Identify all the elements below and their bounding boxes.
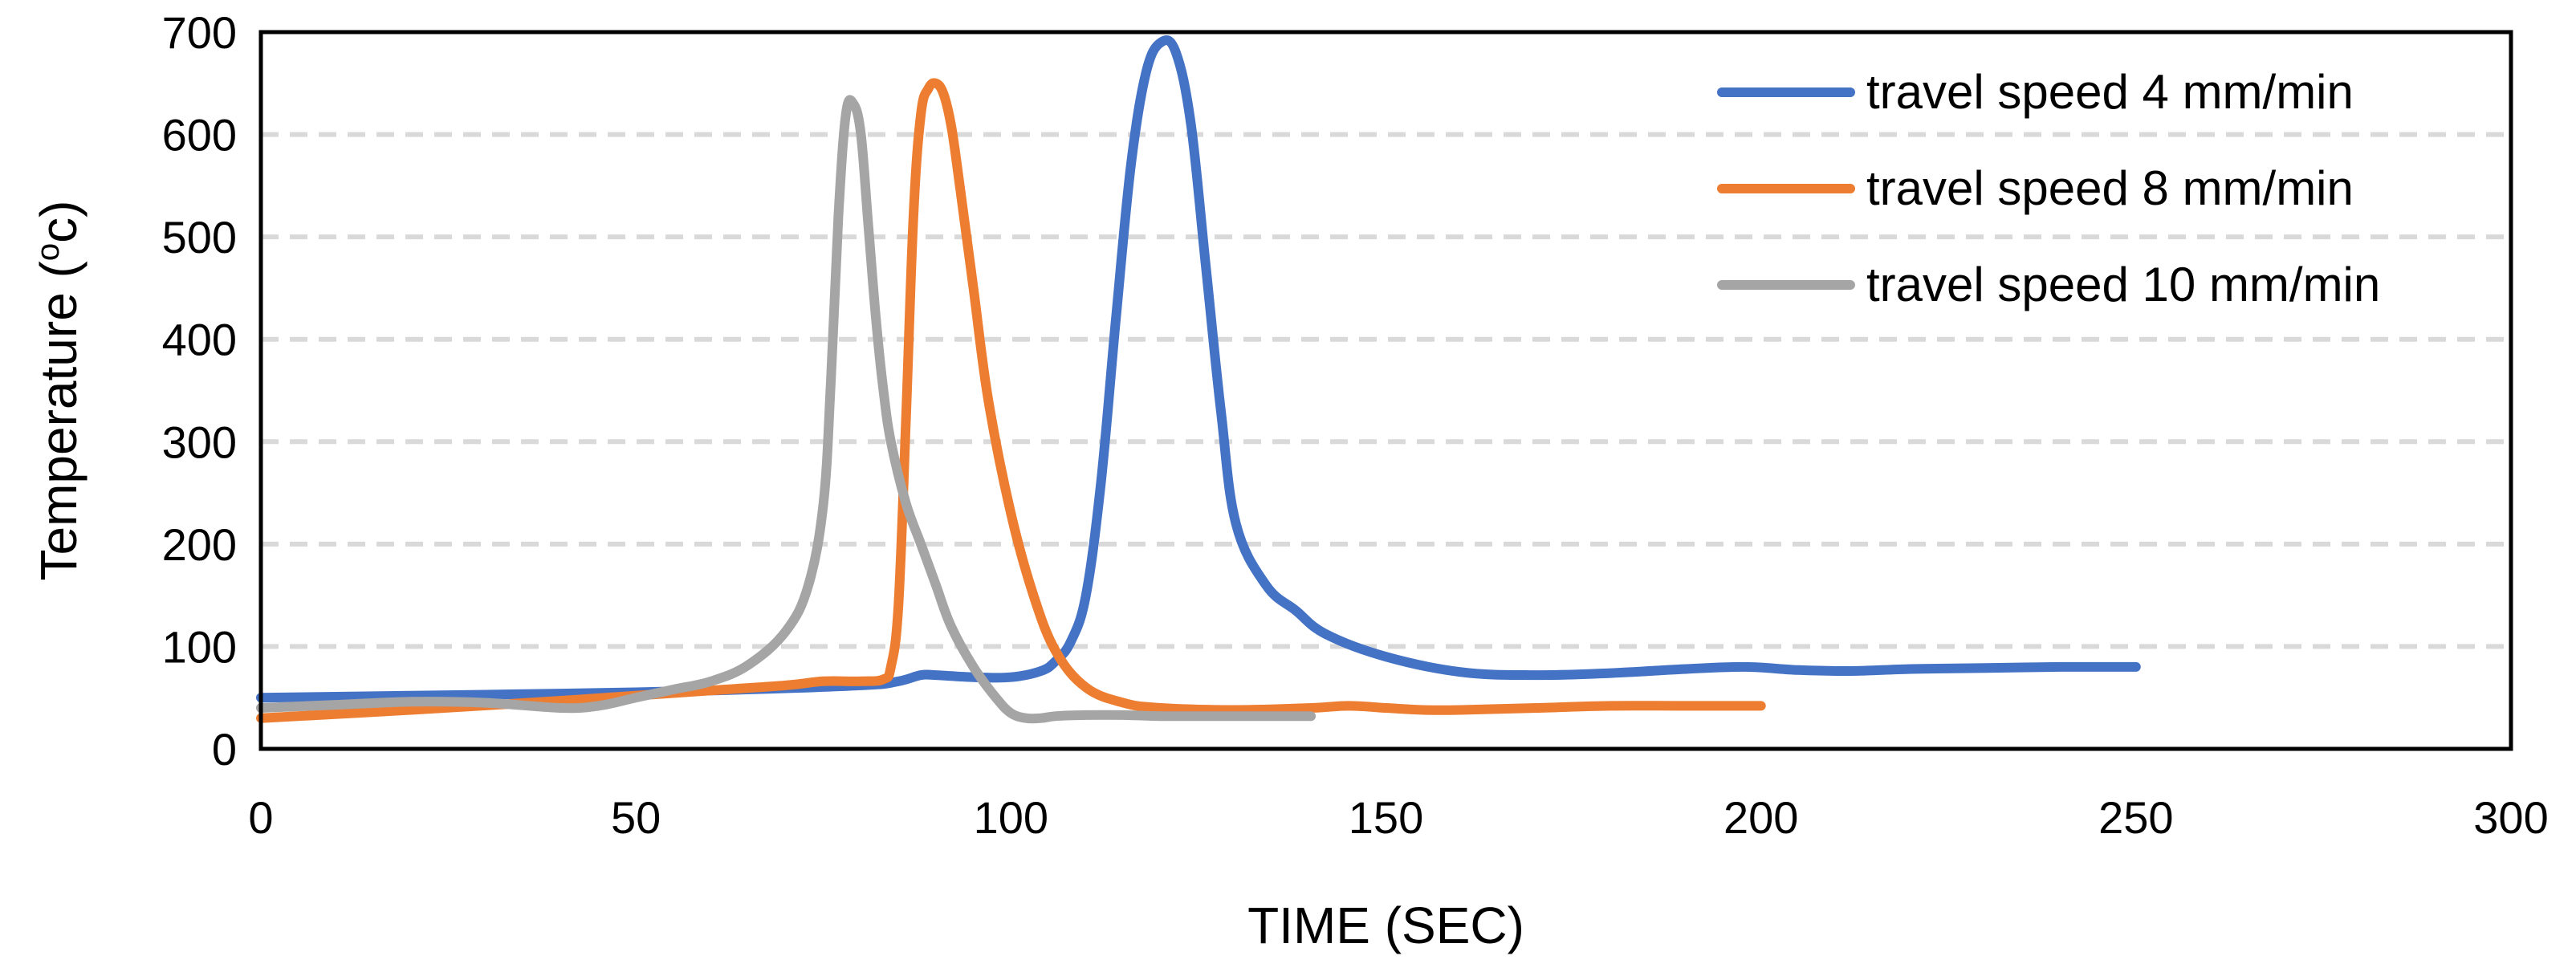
y-tick-label: 400 xyxy=(162,315,237,365)
legend-item: travel speed 8 mm/min xyxy=(1717,161,2354,215)
series-line-4-mm-min xyxy=(256,35,2141,703)
legend-label: travel speed 8 mm/min xyxy=(1866,161,2354,215)
legend-label: travel speed 4 mm/min xyxy=(1866,65,2354,119)
x-tick-label: 150 xyxy=(1349,792,1423,843)
x-tick-label: 250 xyxy=(2098,792,2173,843)
series-lines xyxy=(256,35,2141,724)
y-axis-tick-labels: 0 100 200 300 400 500 600 700 xyxy=(162,7,237,775)
x-axis-title: TIME (SEC) xyxy=(1247,897,1524,954)
legend-item: travel speed 4 mm/min xyxy=(1717,65,2354,119)
y-axis-title-main: Temperature ( xyxy=(30,261,87,580)
y-tick-label: 500 xyxy=(162,212,237,262)
legend-item: travel speed 10 mm/min xyxy=(1717,258,2380,311)
y-tick-label: 600 xyxy=(162,110,237,161)
y-tick-label: 700 xyxy=(162,7,237,58)
y-tick-label: 0 xyxy=(212,724,237,775)
y-tick-label: 300 xyxy=(162,417,237,467)
y-axis-title: Temperature (oc) xyxy=(30,201,87,581)
y-axis-title-superscript: o xyxy=(31,243,66,261)
legend-label: travel speed 10 mm/min xyxy=(1866,258,2380,311)
legend: travel speed 4 mm/min travel speed 8 mm/m… xyxy=(1717,65,2380,311)
series-line-8-mm-min xyxy=(256,78,1766,723)
y-tick-label: 100 xyxy=(162,621,237,672)
x-axis-tick-labels: 0 50 100 150 200 250 300 xyxy=(248,792,2548,843)
x-tick-label: 0 xyxy=(248,792,273,843)
x-tick-label: 50 xyxy=(611,792,661,843)
x-tick-label: 300 xyxy=(2473,792,2548,843)
y-tick-label: 200 xyxy=(162,519,237,570)
series-line-10-mm-min xyxy=(256,95,1316,724)
x-tick-label: 100 xyxy=(974,792,1048,843)
x-tick-label: 200 xyxy=(1723,792,1798,843)
plot-area-border xyxy=(258,30,2513,751)
y-axis-title-end: c) xyxy=(30,201,87,243)
